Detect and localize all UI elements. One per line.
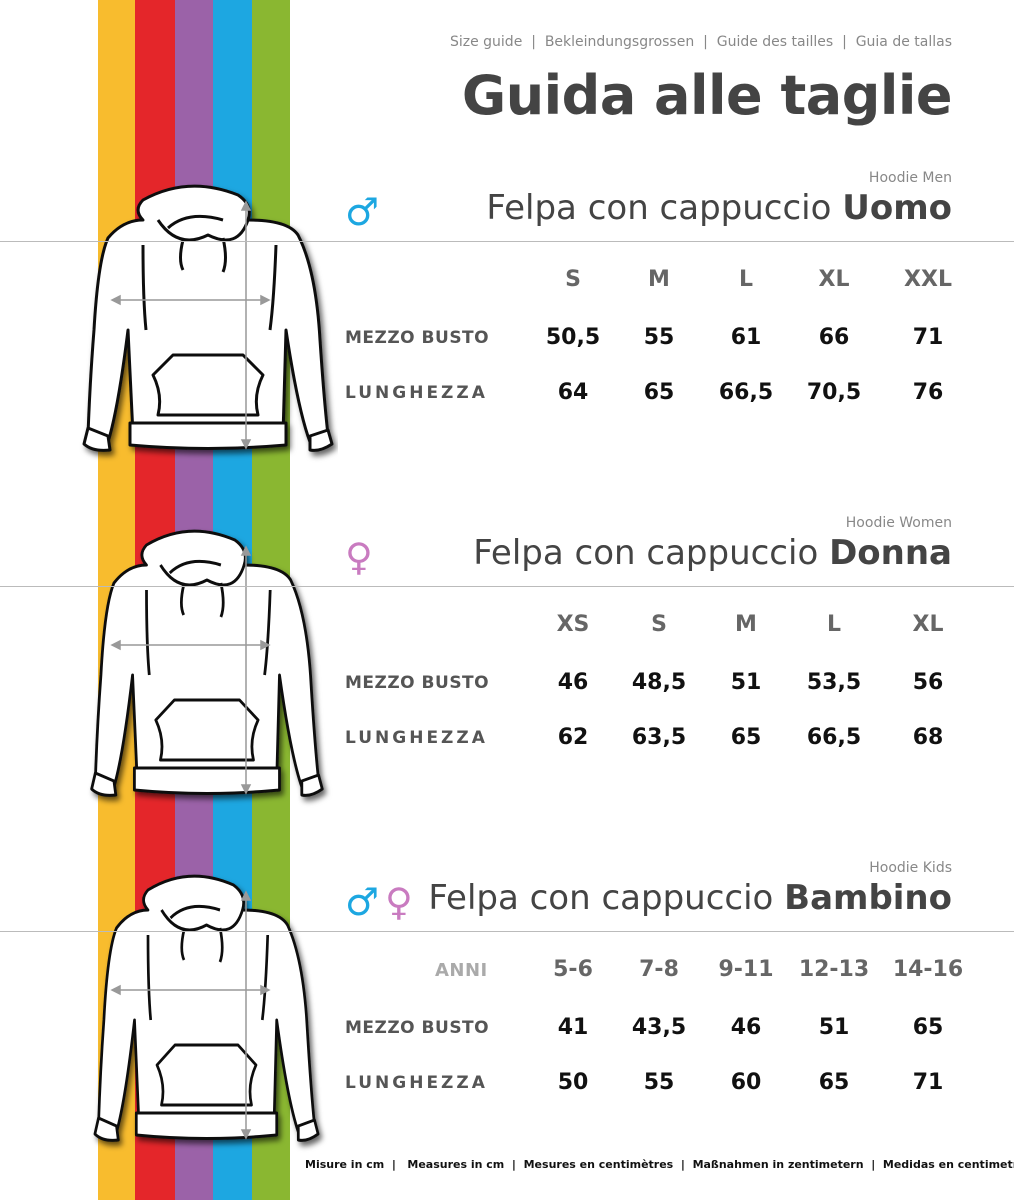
female-icon: ♀ [345, 535, 373, 579]
size-value: 65 [643, 380, 675, 405]
divider [0, 931, 1014, 932]
section-hoodie-kids: Hoodie Kids Felpa con cappuccio Bambino … [0, 860, 1014, 1200]
size-value: 61 [730, 325, 762, 350]
size-header: 12-13 [798, 957, 870, 982]
row-label: LUNGHEZZA [345, 383, 488, 403]
size-header: S [565, 267, 581, 292]
size-header: 14-16 [892, 957, 964, 982]
section-hoodie-men: Hoodie Men Felpa con cappuccio Uomo ♂ S M L… [0, 170, 1014, 515]
size-value: 71 [912, 1070, 944, 1095]
size-header: 7-8 [639, 957, 679, 982]
size-header: L [826, 612, 842, 637]
size-value: 55 [643, 1070, 675, 1095]
title-light: Felpa con cappuccio [428, 878, 785, 918]
hoodie-illustration [48, 870, 338, 1164]
title-bold: Uomo [842, 188, 952, 228]
male-icon: ♂ [345, 190, 380, 234]
size-value: 64 [557, 380, 589, 405]
size-header: L [738, 267, 754, 292]
title-light: Felpa con cappuccio [473, 533, 830, 573]
size-value: 51 [818, 1015, 850, 1040]
title-bold: Donna [829, 533, 952, 573]
size-value: 70,5 [806, 380, 862, 405]
size-header: XL [912, 612, 944, 637]
divider [0, 241, 1014, 242]
row-label: MEZZO BUSTO [345, 673, 490, 693]
divider [0, 586, 1014, 587]
size-value: 68 [912, 725, 944, 750]
size-value: 65 [912, 1015, 944, 1040]
hoodie-illustration [48, 525, 338, 819]
row-label: LUNGHEZZA [345, 728, 488, 748]
section-title: Felpa con cappuccio Donna [473, 533, 952, 573]
size-value: 65 [730, 725, 762, 750]
size-value: 76 [912, 380, 944, 405]
size-value: 50,5 [545, 325, 601, 350]
size-header: M [648, 267, 670, 292]
size-value: 46 [730, 1015, 762, 1040]
size-value: 62 [557, 725, 589, 750]
male-icon: ♂ [345, 880, 380, 924]
language-list: Size guide | Bekleindungsgrossen | Guide… [449, 34, 952, 50]
size-value: 55 [643, 325, 675, 350]
size-value: 41 [557, 1015, 589, 1040]
size-value: 53,5 [806, 670, 862, 695]
size-value: 60 [730, 1070, 762, 1095]
hoodie-illustration [48, 180, 338, 474]
size-value: 46 [557, 670, 589, 695]
section-subtitle: Hoodie Women [845, 515, 952, 531]
units-note: Misure in cm | Measures in cm | Mesures … [305, 1158, 1014, 1171]
size-header: M [735, 612, 757, 637]
size-value: 65 [818, 1070, 850, 1095]
section-title: Felpa con cappuccio Bambino [428, 878, 952, 918]
size-value: 48,5 [631, 670, 687, 695]
section-subtitle: Hoodie Men [868, 170, 952, 186]
section-subtitle: Hoodie Kids [869, 860, 952, 876]
size-value: 50 [557, 1070, 589, 1095]
row-label: LUNGHEZZA [345, 1073, 488, 1093]
size-header: XS [556, 612, 590, 637]
size-value: 71 [912, 325, 944, 350]
size-header: 9-11 [718, 957, 774, 982]
title-bold: Bambino [784, 878, 952, 918]
size-value: 43,5 [631, 1015, 687, 1040]
section-hoodie-women: Hoodie Women Felpa con cappuccio Donna ♀… [0, 515, 1014, 860]
size-value: 56 [912, 670, 944, 695]
size-value: 63,5 [631, 725, 687, 750]
row-label: MEZZO BUSTO [345, 328, 490, 348]
size-value: 66,5 [718, 380, 774, 405]
size-value: 51 [730, 670, 762, 695]
section-title: Felpa con cappuccio Uomo [486, 188, 952, 228]
female-icon: ♀ [385, 880, 413, 924]
size-value: 66,5 [806, 725, 862, 750]
title-light: Felpa con cappuccio [486, 188, 843, 228]
age-label: ANNI [435, 960, 488, 981]
size-value: 66 [818, 325, 850, 350]
size-header: S [651, 612, 667, 637]
size-header: 5-6 [553, 957, 593, 982]
row-label: MEZZO BUSTO [345, 1018, 490, 1038]
size-header: XXL [904, 267, 952, 292]
size-header: XL [818, 267, 850, 292]
page-title: Guida alle taglie [461, 64, 953, 127]
